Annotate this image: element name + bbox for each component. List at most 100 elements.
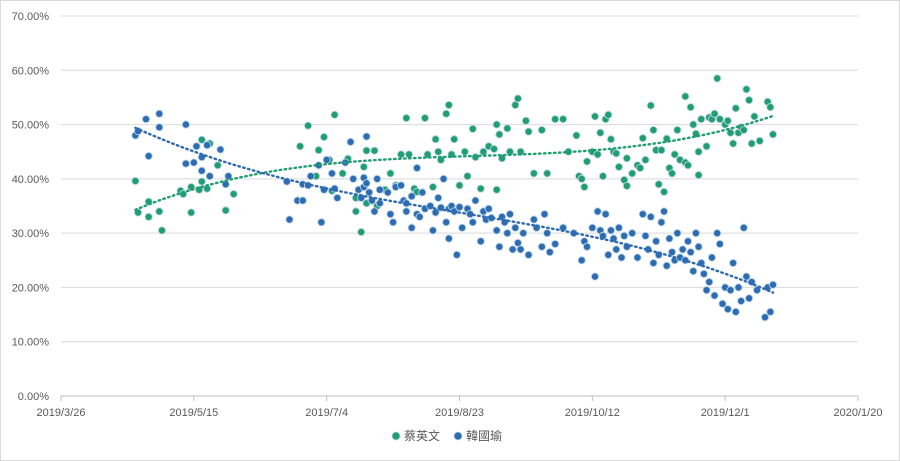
data-point-series-0 — [503, 124, 512, 133]
data-point-series-0 — [739, 125, 748, 135]
data-point-series-1 — [726, 286, 735, 295]
data-point-series-1 — [322, 155, 331, 164]
data-point-series-0 — [330, 110, 339, 119]
data-point-series-1 — [418, 188, 427, 197]
data-point-series-0 — [468, 124, 477, 133]
data-point-series-1 — [590, 272, 600, 281]
data-point-series-1 — [705, 277, 714, 287]
data-point-series-0 — [660, 187, 669, 196]
data-point-series-0 — [715, 115, 724, 124]
y-tick-label: 20.00% — [12, 282, 50, 294]
data-point-series-0 — [713, 74, 722, 83]
data-point-series-1 — [729, 258, 738, 268]
data-point-series-1 — [346, 137, 355, 146]
data-point-series-1 — [662, 261, 671, 270]
data-point-series-0 — [404, 150, 414, 159]
data-point-series-1 — [442, 218, 451, 227]
data-point-series-1 — [434, 193, 443, 202]
data-point-series-1 — [604, 250, 613, 259]
data-point-series-0 — [654, 180, 663, 189]
data-point-series-1 — [155, 109, 164, 118]
data-point-series-1 — [665, 234, 674, 243]
data-point-series-0 — [513, 94, 522, 103]
y-tick-label: 10.00% — [12, 337, 50, 349]
data-point-series-1 — [715, 239, 724, 249]
data-point-series-0 — [444, 100, 453, 110]
data-point-series-0 — [747, 139, 756, 148]
data-point-series-1 — [657, 218, 666, 227]
data-point-series-0 — [423, 150, 432, 159]
data-point-series-0 — [492, 185, 501, 194]
data-point-series-1 — [667, 248, 677, 257]
trendline-series-0 — [134, 114, 775, 211]
data-point-series-1 — [197, 166, 206, 175]
data-point-series-0 — [157, 226, 167, 235]
data-point-series-0 — [726, 128, 735, 137]
data-point-series-1 — [375, 199, 384, 208]
data-point-series-0 — [296, 142, 305, 151]
data-point-series-1 — [298, 196, 307, 205]
data-point-series-1 — [508, 245, 517, 254]
data-point-series-1 — [519, 229, 528, 238]
data-point-series-1 — [686, 248, 695, 257]
data-point-series-1 — [612, 245, 621, 254]
data-point-series-1 — [428, 226, 437, 235]
data-point-series-1 — [402, 207, 411, 216]
x-tick-label: 2020/1/20 — [834, 407, 883, 419]
data-point-series-0 — [521, 116, 530, 125]
data-point-series-1 — [683, 237, 693, 246]
data-point-series-0 — [612, 149, 621, 158]
data-point-series-0 — [694, 171, 703, 180]
data-point-series-0 — [495, 130, 504, 139]
data-point-series-1 — [407, 192, 416, 201]
data-point-series-1 — [349, 174, 358, 183]
data-point-series-0 — [673, 125, 682, 135]
data-point-series-0 — [710, 109, 719, 118]
data-point-series-1 — [389, 218, 398, 227]
data-point-series-0 — [580, 182, 589, 192]
data-point-series-0 — [357, 228, 366, 237]
data-point-series-0 — [582, 157, 592, 166]
data-point-series-0 — [314, 146, 323, 155]
data-point-series-0 — [750, 112, 759, 121]
data-point-series-0 — [144, 212, 153, 221]
data-point-series-1 — [737, 296, 746, 306]
data-point-series-1 — [577, 256, 586, 265]
y-tick-label: 70.00% — [12, 11, 50, 23]
data-point-series-1 — [452, 250, 461, 259]
data-point-series-0 — [667, 169, 677, 178]
data-point-series-1 — [144, 152, 153, 161]
data-point-series-1 — [397, 181, 406, 190]
data-point-series-0 — [197, 135, 206, 144]
data-point-series-1 — [386, 210, 395, 219]
data-point-series-1 — [713, 229, 722, 238]
data-point-series-1 — [699, 269, 708, 278]
data-point-series-1 — [439, 174, 448, 183]
data-point-series-0 — [697, 115, 706, 124]
y-tick-label: 50.00% — [12, 120, 50, 132]
data-point-series-0 — [596, 128, 605, 137]
data-point-series-1 — [192, 142, 201, 151]
x-tick-label: 2019/3/26 — [37, 407, 86, 419]
data-point-series-1 — [593, 207, 602, 216]
data-point-series-1 — [760, 313, 770, 322]
data-point-series-0 — [731, 104, 740, 113]
data-point-series-1 — [628, 229, 637, 238]
data-point-series-0 — [370, 146, 379, 155]
data-point-series-1 — [471, 196, 480, 205]
data-point-series-0 — [636, 163, 645, 173]
data-point-series-1 — [503, 229, 512, 238]
data-point-series-1 — [362, 179, 371, 188]
data-point-series-1 — [707, 253, 716, 262]
x-tick-label: 2019/10/12 — [565, 407, 620, 419]
data-point-series-1 — [505, 210, 515, 219]
data-point-series-1 — [224, 172, 233, 181]
data-point-series-1 — [455, 203, 464, 212]
data-point-series-1 — [673, 229, 682, 238]
data-point-series-0 — [434, 147, 443, 156]
data-point-series-1 — [205, 172, 214, 181]
data-point-series-1 — [745, 294, 754, 303]
y-tick-label: 40.00% — [12, 174, 50, 186]
data-point-series-0 — [420, 114, 430, 123]
